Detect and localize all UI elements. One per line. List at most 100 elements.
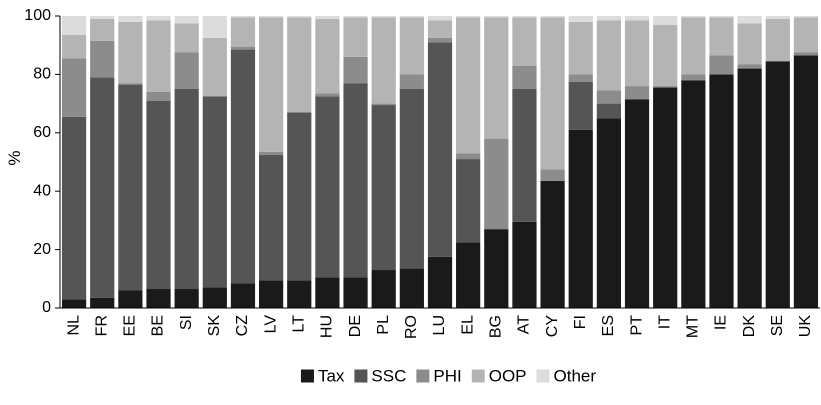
bar-segment-ee-tax bbox=[118, 290, 143, 308]
bar-segment-hu-other bbox=[315, 16, 340, 19]
bar-segment-si-phi bbox=[174, 52, 199, 89]
bar-segment-es-phi bbox=[596, 90, 621, 104]
bar-segment-el-tax bbox=[456, 242, 481, 308]
bar-segment-dk-phi bbox=[737, 64, 762, 69]
x-tick-label-sk: SK bbox=[206, 315, 223, 337]
bar-segment-si-tax bbox=[174, 289, 199, 308]
bar-segment-be-tax bbox=[146, 289, 171, 308]
y-tick-label-40: 40 bbox=[33, 182, 51, 199]
bar-segment-lu-other bbox=[427, 16, 453, 21]
legend-swatch-oop bbox=[471, 369, 485, 383]
bar-segment-it-tax bbox=[653, 87, 678, 308]
bar-segment-bg-tax bbox=[484, 229, 509, 308]
bar-segment-fi-phi bbox=[568, 74, 593, 82]
x-tick-label-se: SE bbox=[769, 315, 786, 336]
bar-segment-cy-phi bbox=[540, 169, 565, 181]
bar-segment-fr-tax bbox=[90, 297, 115, 308]
bar-segment-fi-tax bbox=[568, 129, 593, 308]
bar-segment-pl-ssc bbox=[371, 105, 396, 271]
bar-segment-lt-tax bbox=[287, 280, 312, 308]
y-tick-label-20: 20 bbox=[33, 241, 51, 258]
bar-segment-lu-oop bbox=[427, 20, 453, 38]
bar-segment-lt-ssc bbox=[287, 112, 312, 281]
bar-segment-es-other bbox=[596, 16, 621, 21]
bar-segment-dk-oop bbox=[737, 23, 762, 65]
bar-segment-nl-tax bbox=[61, 299, 87, 308]
bar-segment-cz-ssc bbox=[230, 49, 256, 284]
bar-segment-at-tax bbox=[512, 221, 537, 308]
bar-segment-at-phi bbox=[512, 65, 537, 89]
bar-segment-mt-phi bbox=[681, 74, 706, 81]
x-tick-label-cy: CY bbox=[544, 315, 561, 338]
x-tick-label-uk: UK bbox=[797, 315, 814, 338]
bar-segment-ro-oop bbox=[399, 17, 424, 75]
x-tick-label-nl: NL bbox=[65, 315, 82, 336]
bar-segment-bg-oop bbox=[484, 17, 509, 139]
bar-segment-be-oop bbox=[146, 20, 171, 92]
legend-swatch-tax bbox=[300, 369, 314, 383]
bar-segment-sk-tax bbox=[202, 287, 227, 308]
bar-segment-pt-other bbox=[624, 16, 650, 21]
x-tick-label-lu: LU bbox=[431, 315, 448, 335]
bar-segment-dk-other bbox=[737, 16, 762, 24]
bar-segment-sk-other bbox=[202, 16, 227, 38]
bar-segment-ie-other bbox=[709, 16, 734, 18]
bar-segment-lu-ssc bbox=[427, 42, 453, 257]
bar-segment-uk-other bbox=[793, 16, 819, 18]
bar-segment-es-tax bbox=[596, 118, 621, 308]
bar-segment-ie-phi bbox=[709, 55, 734, 75]
x-tick-label-hu: HU bbox=[319, 315, 336, 338]
bar-segment-lu-tax bbox=[427, 256, 453, 308]
bar-segment-el-phi bbox=[456, 153, 481, 160]
bar-segment-fi-other bbox=[568, 16, 593, 22]
bar-segment-nl-ssc bbox=[61, 116, 87, 300]
y-axis-label: % bbox=[5, 150, 24, 165]
bar-segment-se-other bbox=[765, 16, 790, 19]
bar-segment-lt-oop bbox=[287, 17, 312, 113]
bar-segment-cz-oop bbox=[230, 17, 256, 47]
x-tick-label-mt: MT bbox=[685, 315, 702, 338]
x-tick-label-it: IT bbox=[656, 315, 673, 329]
bar-segment-pt-tax bbox=[624, 99, 650, 308]
legend-label-ssc: SSC bbox=[371, 366, 406, 385]
bar-segment-el-ssc bbox=[456, 159, 481, 243]
bar-segment-fr-ssc bbox=[90, 77, 115, 298]
x-tick-label-fi: FI bbox=[572, 315, 589, 329]
bar-segment-fi-ssc bbox=[568, 81, 593, 130]
bar-segment-lv-tax bbox=[259, 280, 284, 308]
legend-label-phi: PHI bbox=[433, 366, 461, 385]
bar-segment-lv-ssc bbox=[259, 154, 284, 281]
bar-segment-fr-phi bbox=[90, 40, 115, 78]
x-tick-label-pl: PL bbox=[375, 315, 392, 335]
bar-segment-dk-tax bbox=[737, 68, 762, 308]
bar-segment-si-other bbox=[174, 16, 199, 24]
bar-segment-cy-oop bbox=[540, 17, 565, 170]
bar-segment-ie-tax bbox=[709, 74, 734, 309]
bar-segment-ee-ssc bbox=[118, 84, 143, 291]
bar-segment-cy-tax bbox=[540, 180, 565, 308]
x-tick-label-fr: FR bbox=[93, 315, 110, 336]
bar-segment-hu-phi bbox=[315, 93, 340, 97]
bar-segment-lv-other bbox=[259, 16, 284, 18]
legend-label-other: Other bbox=[554, 366, 597, 385]
bar-segment-at-oop bbox=[512, 17, 537, 66]
bar-segment-pt-phi bbox=[624, 86, 650, 100]
bar-segment-be-phi bbox=[146, 91, 171, 101]
bar-segment-cz-phi bbox=[230, 46, 256, 50]
bar-segment-pl-phi bbox=[371, 103, 396, 106]
bars-layer bbox=[61, 16, 819, 309]
bar-segment-it-phi bbox=[653, 86, 678, 88]
bar-segment-se-tax bbox=[765, 61, 790, 309]
x-tick-label-es: ES bbox=[600, 315, 617, 336]
bar-segment-it-other bbox=[653, 16, 678, 25]
bar-segment-ro-tax bbox=[399, 268, 424, 308]
bar-segment-nl-phi bbox=[61, 58, 87, 117]
bar-segment-es-oop bbox=[596, 20, 621, 91]
x-tick-label-at: AT bbox=[516, 315, 533, 334]
bar-segment-fr-oop bbox=[90, 18, 115, 41]
bar-segment-ro-other bbox=[399, 16, 424, 18]
bar-segment-lv-oop bbox=[259, 17, 284, 152]
bar-segment-pt-oop bbox=[624, 20, 650, 87]
bar-segment-de-phi bbox=[343, 56, 368, 84]
